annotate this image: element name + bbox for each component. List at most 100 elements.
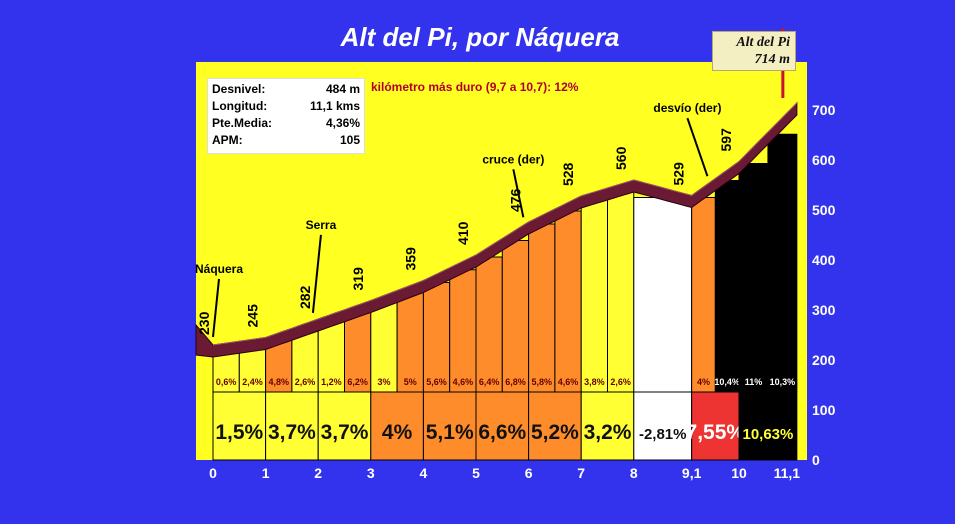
stat-label: Pte.Media:	[212, 116, 273, 130]
y-tick-1: 100	[812, 402, 836, 418]
grade-band-6	[528, 391, 582, 461]
half-km-grade-0: 0,6%	[216, 377, 237, 387]
half-km-column-15	[607, 189, 635, 393]
grade-band-0	[212, 391, 267, 461]
y-tick-4: 400	[812, 252, 836, 268]
annotation-pointer-1	[311, 234, 322, 313]
km-altitude-label-8: 560	[613, 146, 629, 170]
half-km-column-10	[475, 256, 503, 393]
x-tick-7: 7	[577, 465, 585, 481]
stat-value: 484 m	[325, 82, 360, 96]
y-tick-7: 700	[812, 102, 836, 118]
stat-value: 11,1 kms	[309, 99, 360, 113]
grade-band-10	[738, 391, 798, 461]
half-km-column-14	[580, 197, 609, 393]
x-tick-1: 1	[262, 465, 270, 481]
grade-band-8	[633, 391, 693, 461]
y-tick-0: 0	[812, 452, 820, 468]
half-km-grade-3: 2,6%	[295, 377, 316, 387]
half-km-column-12	[528, 223, 556, 393]
half-km-grade-8: 5,6%	[426, 377, 447, 387]
km-altitude-label-3: 319	[350, 267, 366, 291]
stat-row-apm: APM: 105	[212, 133, 360, 150]
half-km-grade-19: 11%	[745, 377, 763, 387]
y-tick-5: 500	[812, 202, 836, 218]
half-km-grade-4: 1,2%	[321, 377, 342, 387]
grade-label-9: 7,55%	[686, 421, 746, 444]
summit-label: Alt del Pi 714 m	[712, 31, 796, 71]
x-tick-0: 0	[209, 465, 217, 481]
half-km-column-17	[691, 197, 716, 393]
grade-band-7	[580, 391, 635, 461]
stat-label: Desnivel:	[212, 82, 266, 96]
x-tick-4: 4	[420, 465, 428, 481]
grade-label-0: 1,5%	[215, 421, 263, 444]
y-tick-3: 300	[812, 302, 836, 318]
x-tick-9: 9,1	[682, 465, 702, 481]
annotation-pointer-3	[686, 117, 709, 177]
hardest-km-note: kilómetro más duro (9,7 a 10,7): 12%	[371, 80, 579, 94]
chart-title: Alt del Pi, por Náquera	[340, 22, 620, 52]
half-km-grade-7: 5%	[404, 377, 417, 387]
km-altitude-label-0: 230	[196, 311, 212, 335]
km-altitude-label-5: 410	[455, 221, 471, 245]
half-km-column-9	[449, 269, 477, 393]
grade-band-9	[691, 391, 740, 461]
half-km-column-19	[738, 163, 769, 393]
half-km-grade-1: 2,4%	[242, 377, 263, 387]
grade-label-4: 5,1%	[426, 421, 474, 444]
annotation-label-2: cruce (der)	[482, 152, 544, 166]
stat-value: 4,36%	[325, 116, 360, 130]
stat-value: 105	[339, 133, 360, 147]
grade-label-7: 3,2%	[584, 421, 632, 444]
km-altitude-label-6: 476	[508, 188, 524, 212]
km-altitude-label-10: 597	[718, 128, 734, 152]
stats-box: Desnivel: 484 m Longitud: 11,1 kms Pte.M…	[207, 78, 365, 154]
km-altitude-label-4: 359	[402, 247, 418, 271]
annotation-pointer-2	[512, 169, 525, 218]
half-km-grade-15: 2,6%	[610, 377, 631, 387]
grade-label-6: 5,2%	[531, 421, 579, 444]
half-km-grade-14: 3,8%	[584, 377, 605, 387]
km-altitude-label-7: 528	[560, 162, 576, 186]
grade-label-1: 3,7%	[268, 421, 316, 444]
summit-name: Alt del Pi	[736, 35, 790, 50]
x-tick-10: 10	[731, 465, 747, 481]
x-tick-3: 3	[367, 465, 375, 481]
half-km-grade-12: 5,8%	[531, 377, 552, 387]
grade-label-8: -2,81%	[639, 426, 687, 443]
km-altitude-label-1: 245	[245, 304, 261, 328]
grade-label-10: 10,63%	[742, 426, 793, 443]
half-km-column-8	[422, 282, 451, 393]
x-tick-8: 8	[630, 465, 638, 481]
half-km-grade-13: 4,6%	[558, 377, 579, 387]
x-tick-6: 6	[525, 465, 533, 481]
grade-label-5: 6,6%	[478, 421, 526, 444]
grade-label-3: 4%	[382, 421, 413, 444]
half-km-grade-11: 6,8%	[505, 377, 526, 387]
y-tick-2: 200	[812, 352, 836, 368]
half-km-grade-5: 6,2%	[347, 377, 368, 387]
half-km-grade-20: 10,3%	[770, 377, 796, 387]
x-tick-11: 11,1	[774, 465, 801, 481]
profile-line	[212, 102, 798, 346]
x-tick-2: 2	[314, 465, 322, 481]
half-km-column-16	[633, 197, 693, 393]
grade-band-4	[422, 391, 477, 461]
half-km-column-11	[501, 240, 530, 393]
stat-row-pendiente: Pte.Media: 4,36%	[212, 116, 360, 133]
y-tick-6: 600	[812, 152, 836, 168]
half-km-column-18	[714, 180, 740, 393]
half-km-grade-10: 6,4%	[479, 377, 500, 387]
half-km-grade-17: 4%	[697, 377, 710, 387]
x-tick-5: 5	[472, 465, 480, 481]
half-km-column-13	[554, 210, 582, 393]
km-altitude-label-2: 282	[297, 285, 313, 309]
half-km-grade-9: 4,6%	[453, 377, 474, 387]
annotation-label-3: desvío (der)	[653, 101, 721, 115]
annotation-pointer-0	[212, 278, 220, 338]
half-km-column-20	[767, 133, 798, 393]
stat-row-desnivel: Desnivel: 484 m	[212, 82, 360, 99]
